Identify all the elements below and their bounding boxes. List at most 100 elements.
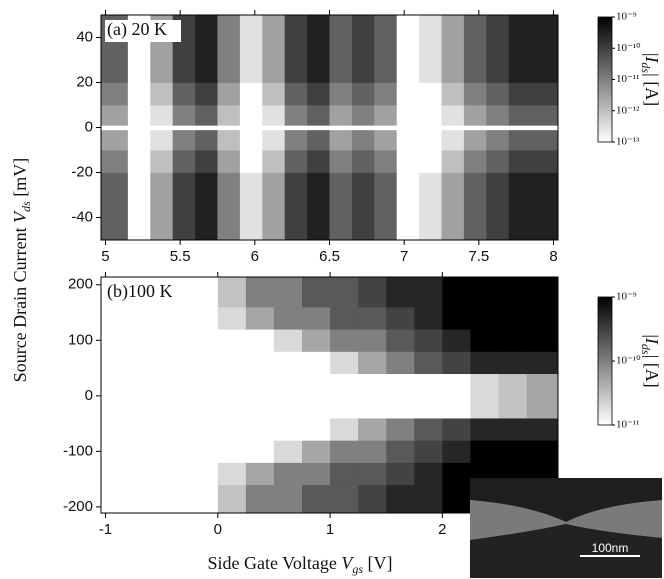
heatmap-cell	[498, 351, 527, 375]
heatmap-cell	[101, 105, 129, 126]
heatmap-cell	[262, 217, 286, 241]
heatmap-cell	[498, 418, 527, 441]
heatmap-cell	[442, 462, 471, 486]
heatmap-cell	[396, 172, 420, 196]
heatmap-cell	[358, 329, 387, 352]
heatmap-cell	[374, 195, 398, 218]
heatmap-cell	[307, 37, 330, 61]
heatmap-cell	[442, 418, 471, 441]
heatmap-cell	[195, 125, 218, 131]
heatmap-cell	[239, 125, 263, 131]
colorbar-tick-label: 10⁻⁹	[616, 291, 637, 303]
heatmap-cell	[498, 373, 527, 397]
heatmap-cell	[414, 418, 443, 441]
colorbar-label: |Ids| [A]	[639, 334, 662, 387]
heatmap-cell	[358, 306, 387, 330]
heatmap-cell	[161, 395, 191, 419]
heatmap-cell	[161, 329, 191, 352]
heatmap-cell	[127, 125, 151, 131]
heatmap-cell	[195, 217, 218, 241]
heatmap-cell	[414, 277, 443, 308]
heatmap-cell	[531, 15, 559, 38]
heatmap-cell	[301, 373, 331, 397]
heatmap-cell	[101, 306, 134, 330]
heatmap-cell	[307, 150, 330, 173]
heatmap-cell	[419, 195, 442, 218]
heatmap-cell	[441, 60, 465, 83]
heatmap-cell	[442, 395, 471, 419]
y-tick-label: -200	[63, 498, 93, 515]
heatmap-cell	[414, 351, 443, 375]
heatmap-cell	[419, 15, 442, 38]
heatmap-cell	[307, 217, 330, 241]
heatmap-cell	[396, 105, 420, 126]
label-var: V	[341, 553, 354, 573]
heatmap-cell	[374, 82, 398, 106]
heatmap-cell	[441, 195, 465, 218]
heatmap-cell	[498, 306, 527, 330]
label-post: | [A]	[642, 73, 662, 106]
heatmap-cell	[463, 82, 487, 106]
heatmap-cell	[284, 195, 308, 218]
heatmap-cell	[470, 329, 499, 352]
y-tick-label: 40	[76, 28, 93, 45]
heatmap-cell	[441, 125, 465, 131]
heatmap-cell	[217, 373, 247, 397]
heatmap-cell	[217, 329, 247, 352]
scale-label: 100nm	[592, 541, 629, 555]
heatmap-cell	[217, 395, 247, 419]
y-tick-label: -100	[63, 442, 93, 459]
heatmap-cell	[329, 195, 353, 218]
heatmap-cell	[396, 195, 420, 218]
heatmap-cell	[463, 105, 487, 126]
heatmap-cell	[101, 195, 129, 218]
heatmap-cell	[284, 125, 308, 131]
heatmap-cell	[441, 129, 465, 151]
heatmap-cell	[374, 105, 398, 126]
x-tick-label: 7	[400, 248, 408, 265]
heatmap-cell	[239, 82, 263, 106]
label-sub: ds	[639, 62, 653, 73]
heatmap-cell	[189, 306, 219, 330]
heatmap-cell	[301, 418, 331, 441]
heatmap-cell	[463, 129, 487, 151]
y-tick-label: 0	[85, 118, 93, 135]
heatmap-cell	[414, 373, 443, 397]
colorbar-label: |Ids| [A]	[639, 53, 662, 106]
heatmap-cell	[189, 329, 219, 352]
heatmap-cell	[172, 37, 196, 61]
heatmap-cell	[330, 484, 359, 514]
heatmap-cell	[239, 172, 263, 196]
heatmap-cell	[262, 37, 286, 61]
heatmap-cell	[419, 82, 442, 106]
heatmap-cell	[351, 172, 375, 196]
heatmap-cell	[189, 373, 219, 397]
heatmap-cell	[301, 277, 331, 308]
heatmap-cell	[150, 60, 174, 83]
heatmap-cell	[101, 172, 129, 196]
heatmap-cell	[245, 395, 275, 419]
heatmap-cell	[329, 172, 353, 196]
heatmap-cell	[195, 150, 218, 173]
heatmap-cell	[172, 150, 196, 173]
y-tick-label: -40	[71, 208, 93, 225]
heatmap-cell	[531, 125, 559, 131]
heatmap-cell	[463, 15, 487, 38]
heatmap-cell	[217, 418, 247, 441]
heatmap-cell	[239, 15, 263, 38]
heatmap-cell	[329, 217, 353, 241]
heatmap-cell	[508, 195, 532, 218]
heatmap-cell	[273, 440, 303, 463]
heatmap-cell	[463, 125, 487, 131]
heatmap-cell	[463, 217, 487, 241]
x-tick-label: 6.5	[319, 248, 340, 265]
heatmap-cell	[217, 150, 241, 173]
heatmap-cell	[217, 484, 247, 514]
sem-inset: 100nm	[470, 478, 662, 578]
label-post: | [A]	[642, 355, 662, 388]
heatmap-cell	[127, 195, 151, 218]
heatmap-cell	[386, 395, 415, 419]
heatmap-cell	[101, 125, 129, 131]
heatmap-cell	[508, 125, 532, 131]
